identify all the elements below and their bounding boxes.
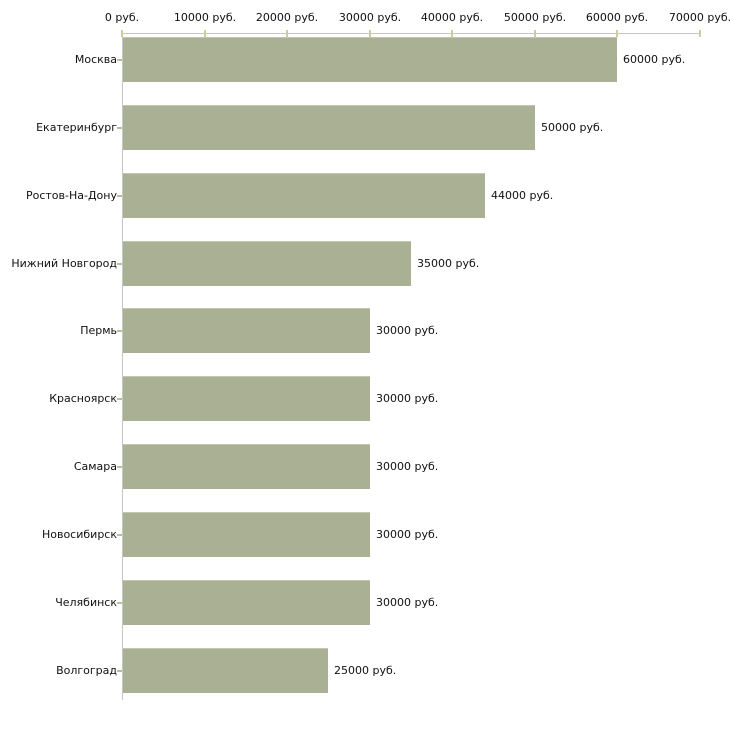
y-axis-tick	[117, 329, 122, 332]
category-label: Москва	[74, 52, 117, 66]
x-axis-tick-label: 70000 руб.	[668, 11, 730, 24]
y-axis-tick	[117, 601, 122, 604]
y-axis-tick	[117, 126, 122, 129]
x-axis-tick	[699, 30, 701, 37]
category-label: Екатеринбург	[36, 120, 117, 134]
x-axis-tick	[369, 30, 371, 37]
value-label: 30000 руб.	[376, 323, 439, 337]
x-axis-tick-label: 50000 руб.	[503, 11, 567, 24]
x-axis-tick-label: 60000 руб.	[585, 11, 649, 24]
value-label: 30000 руб.	[376, 459, 439, 473]
x-axis-tick	[534, 30, 536, 37]
x-axis-tick-label: 40000 руб.	[420, 11, 484, 24]
y-axis-tick	[117, 58, 122, 61]
value-label: 60000 руб.	[623, 52, 686, 66]
x-axis-tick	[451, 30, 453, 37]
bar	[123, 241, 411, 286]
y-axis-tick	[117, 262, 122, 265]
value-label: 30000 руб.	[376, 595, 439, 609]
y-axis-tick	[117, 397, 122, 400]
x-axis-tick-label: 0 руб.	[104, 11, 140, 24]
category-label: Волгоград	[56, 663, 117, 677]
bar	[123, 648, 328, 693]
category-label: Новосибирск	[41, 527, 117, 541]
bar	[123, 105, 535, 150]
value-label: 30000 руб.	[376, 527, 439, 541]
category-label: Челябинск	[55, 595, 117, 609]
x-axis-tick-label: 30000 руб.	[338, 11, 402, 24]
y-axis-line	[122, 33, 123, 700]
x-axis-tick-label: 10000 руб.	[173, 11, 237, 24]
x-axis-tick	[286, 30, 288, 37]
value-label: 25000 руб.	[334, 663, 397, 677]
value-label: 30000 руб.	[376, 391, 439, 405]
category-label: Нижний Новгород	[11, 256, 117, 270]
bar	[123, 512, 370, 557]
y-axis-tick	[117, 669, 122, 672]
category-label: Пермь	[80, 323, 117, 337]
bar	[123, 376, 370, 421]
x-axis-tick	[204, 30, 206, 37]
bar	[123, 444, 370, 489]
x-axis-tick-label: 20000 руб.	[255, 11, 319, 24]
value-label: 50000 руб.	[541, 120, 604, 134]
y-axis-tick	[117, 465, 122, 468]
bar	[123, 308, 370, 353]
x-axis-tick	[616, 30, 618, 37]
bar	[123, 173, 485, 218]
bar	[123, 37, 617, 82]
y-axis-tick	[117, 533, 122, 536]
x-axis-line	[122, 33, 700, 34]
category-label: Ростов-На-Дону	[25, 188, 117, 202]
value-label: 35000 руб.	[417, 256, 480, 270]
y-axis-tick	[117, 194, 122, 197]
bar	[123, 580, 370, 625]
x-axis-tick	[121, 30, 123, 37]
category-label: Красноярск	[49, 391, 117, 405]
value-label: 44000 руб.	[491, 188, 554, 202]
category-label: Самара	[73, 459, 117, 473]
